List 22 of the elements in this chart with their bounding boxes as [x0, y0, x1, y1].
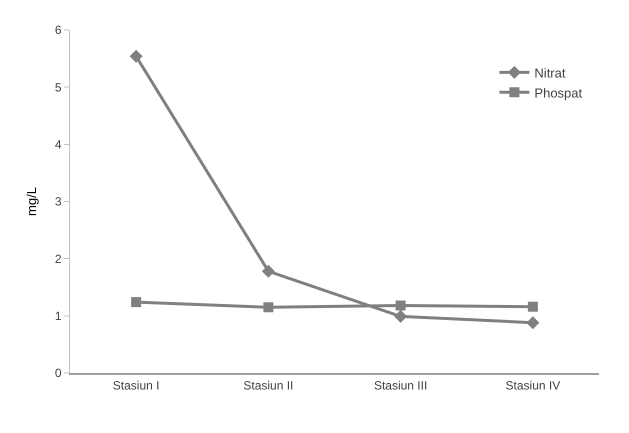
point: [396, 300, 406, 311]
y-tick-label: 2: [54, 252, 62, 266]
point: [526, 316, 540, 330]
legend-label: Phospat: [534, 85, 583, 100]
legend-label: Nitrat: [534, 65, 566, 80]
point: [394, 310, 408, 323]
y-tick-label: 4: [54, 138, 62, 152]
point: [131, 297, 142, 308]
x-tick-label: Stasiun II: [243, 378, 294, 392]
y-axis-title: mg/L: [24, 187, 39, 216]
y-tick-label: 3: [54, 194, 62, 209]
point: [130, 50, 143, 63]
y-tick-label: 6: [54, 23, 62, 38]
y-tick-label: 1: [54, 309, 62, 324]
y-tick-label: 5: [54, 80, 62, 94]
x-tick-label: Stasiun I: [112, 378, 160, 392]
x-tick-label: Stasiun IV: [506, 378, 560, 392]
y-tick-label: 0: [54, 366, 62, 380]
point: [528, 302, 538, 312]
point: [262, 264, 275, 278]
x-tick-label: Stasiun III: [374, 378, 428, 392]
point: [263, 302, 274, 312]
